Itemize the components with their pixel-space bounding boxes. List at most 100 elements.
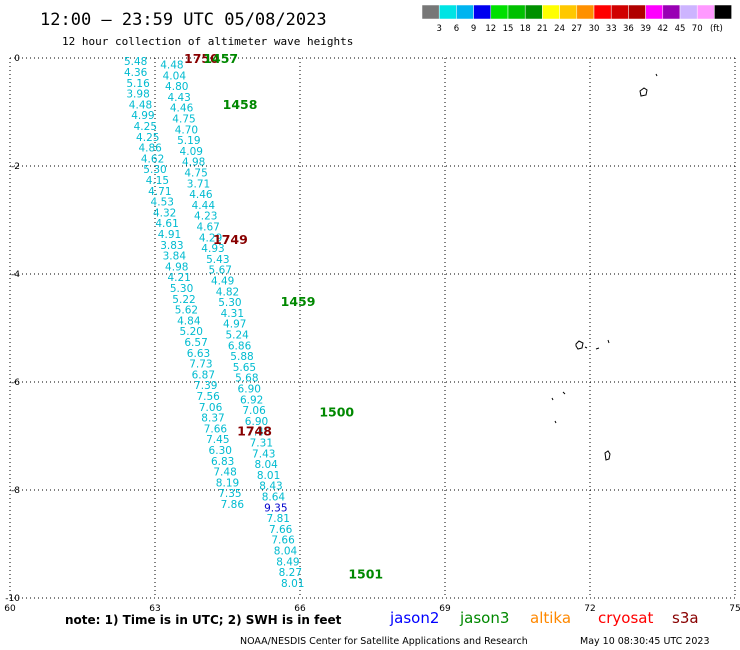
swh-data-label: 6.86 — [228, 340, 252, 352]
swh-data-label: 6.83 — [211, 456, 234, 468]
colorbar-label: 39 — [640, 24, 651, 34]
swh-data-label: 8.01 — [281, 578, 304, 590]
y-tick-label: -6 — [11, 378, 20, 388]
x-axis-ticks: 60 63 66 69 72 75 — [4, 604, 740, 614]
colorbar-unit: (ft) — [710, 24, 723, 34]
swh-data-label: 4.91 — [158, 229, 181, 241]
pass-time-label: 1748 — [237, 424, 272, 439]
swh-data-label: 4.25 — [134, 121, 157, 133]
swh-data-label: 7.06 — [242, 405, 266, 417]
swh-data-label: 4.31 — [221, 308, 244, 320]
y-tick-label: -4 — [11, 270, 20, 280]
colorbar-label: 3 — [436, 24, 441, 34]
swh-data-label: 4.93 — [201, 243, 224, 255]
swh-data-label: 8.27 — [279, 567, 302, 579]
swh-data-label: 9.35 — [264, 502, 287, 514]
colorbar-label: 36 — [623, 24, 634, 34]
island-outline — [575, 340, 584, 350]
swh-data-label: 7.66 — [271, 535, 295, 547]
swh-data-label: 8.19 — [216, 477, 239, 489]
swh-data-label: 4.61 — [155, 218, 178, 230]
swh-data-label: 7.35 — [218, 488, 241, 500]
swh-data-label: 7.31 — [250, 437, 273, 449]
swh-data-label: 7.66 — [204, 423, 228, 435]
colorbar-swatch — [559, 4, 578, 20]
swh-data-label: 4.09 — [180, 146, 203, 158]
swh-data-label: 4.67 — [196, 221, 219, 233]
island-outline — [595, 347, 600, 350]
swh-data-label: 4.04 — [163, 70, 187, 82]
colorbar-swatch — [524, 4, 543, 20]
swh-data-label: 7.56 — [196, 391, 220, 403]
swh-data-label: 3.84 — [163, 251, 187, 263]
land-outlines — [551, 73, 658, 461]
colorbar-swatch — [456, 4, 474, 20]
swh-data-label: 7.48 — [213, 467, 236, 479]
pass-time-label: 1750 — [184, 51, 219, 66]
swh-data-label: 8.43 — [259, 481, 282, 493]
y-tick-label: -10 — [5, 594, 20, 604]
colorbar-label: 30 — [589, 24, 600, 34]
colorbar-label: 27 — [571, 24, 582, 34]
swh-data-label: 5.43 — [206, 254, 229, 266]
swh-data-label: 7.73 — [189, 359, 212, 371]
swh-data-label: 5.20 — [180, 326, 203, 338]
swh-data-label: 4.71 — [148, 186, 171, 198]
swh-data-label: 5.30 — [143, 164, 166, 176]
swh-data-label: 5.30 — [218, 297, 241, 309]
swh-data-label: 4.46 — [170, 103, 194, 115]
colorbar-swatch — [438, 4, 457, 20]
swh-data-label: 5.24 — [225, 329, 249, 341]
swh-data-label: 7.86 — [221, 499, 245, 511]
swh-data-label: 4.32 — [153, 207, 176, 219]
swh-data-label: 4.98 — [165, 261, 188, 273]
y-tick-label: -2 — [11, 162, 20, 172]
swh-data-label: 5.67 — [209, 265, 232, 277]
swh-data-label: 7.46 — [247, 427, 271, 439]
swh-data-label: 5.16 — [126, 78, 150, 90]
colorbar-swatch — [679, 4, 698, 20]
swh-data-label: 4.48 — [160, 59, 183, 71]
swh-data-label: 4.23 — [194, 211, 217, 223]
swh-data-label: 4.53 — [151, 197, 174, 209]
swh-data-label: 6.92 — [240, 394, 263, 406]
satellite-legend-item: jason2 — [389, 609, 439, 627]
x-tick-label: 69 — [439, 604, 451, 614]
x-tick-label: 60 — [4, 604, 16, 614]
colorbar-label: 21 — [537, 24, 548, 34]
colorbar-swatch — [714, 4, 732, 20]
satellite-legend-item: altika — [530, 609, 571, 627]
swh-data-label: 4.75 — [184, 167, 207, 179]
colorbar-swatch — [593, 4, 612, 20]
swh-data-label: 5.65 — [233, 362, 256, 374]
chart-title: 12:00 – 23:59 UTC 05/08/2023 — [40, 10, 327, 30]
island-outline — [551, 397, 554, 401]
color-legend: 3 6 9 12 15 18 21 24 27 30 33 36 39 42 45 70 (ft) — [421, 4, 732, 34]
colorbar-swatch — [662, 4, 681, 20]
swh-data-label: 8.01 — [257, 470, 280, 482]
swh-data-label: 4.99 — [131, 110, 154, 122]
colorbar-swatch — [542, 4, 560, 20]
swh-data-label: 5.48 — [124, 56, 147, 68]
colorbar-swatch — [610, 4, 629, 20]
swh-data-label: 4.49 — [211, 275, 234, 287]
x-tick-label: 75 — [729, 604, 740, 614]
swh-data-label: 4.43 — [167, 92, 190, 104]
chart-subtitle: 12 hour collection of altimeter wave hei… — [62, 35, 353, 48]
swh-data-label: 7.66 — [269, 524, 293, 536]
swh-data-label: 3.71 — [187, 178, 210, 190]
colorbar-swatch — [490, 4, 509, 20]
swh-data-label: 4.36 — [124, 67, 148, 79]
colorbar-swatch — [507, 4, 526, 20]
satellite-legend-item: s3a — [672, 609, 699, 627]
swh-values: 5.484.365.163.984.484.994.254.254.864.62… — [124, 56, 304, 590]
swh-data-label: 4.48 — [129, 99, 152, 111]
swh-data-label: 3.98 — [126, 89, 149, 101]
swh-data-label: 6.63 — [187, 348, 210, 360]
colorbar-label: 42 — [657, 24, 668, 34]
x-tick-label: 63 — [149, 604, 160, 614]
colorbar-swatch — [628, 4, 646, 20]
x-tick-label: 66 — [294, 604, 306, 614]
swh-data-label: 4.75 — [172, 113, 195, 125]
swh-data-label: 8.04 — [254, 459, 278, 471]
